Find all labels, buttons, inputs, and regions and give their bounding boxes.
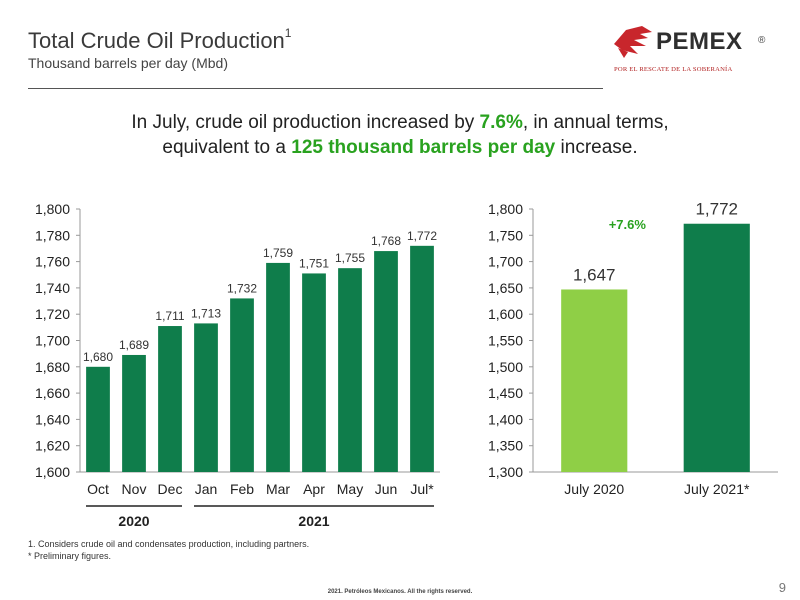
footnote-1: 1. Considers crude oil and condensates p… xyxy=(28,539,310,549)
x-tick-label: Mar xyxy=(266,481,290,497)
headline-line-1: In July, crude oil production increased … xyxy=(0,110,800,135)
registered-mark: ® xyxy=(758,35,766,46)
headline-highlight-percent: 7.6% xyxy=(479,112,523,133)
y-tick-label: 1,650 xyxy=(488,280,523,296)
data-label: 1,751 xyxy=(299,256,329,270)
y-tick-label: 1,400 xyxy=(488,411,523,427)
y-tick-label: 1,760 xyxy=(35,254,70,270)
headline-text: equivalent to a xyxy=(162,137,292,158)
slide-title-text: Total Crude Oil Production xyxy=(28,28,285,53)
x-tick-label: Apr xyxy=(303,481,325,497)
y-tick-label: 1,600 xyxy=(35,464,70,480)
monthly-production-chart: 1,600 1,620 1,640 1,660 1,680 1,700 1,720 1,740… xyxy=(35,201,440,529)
footnote-preliminary: * Preliminary figures. xyxy=(28,551,112,561)
growth-annotation: +7.6% xyxy=(609,217,647,232)
data-label: 1,711 xyxy=(155,309,184,323)
y-tick-label: 1,500 xyxy=(488,359,523,375)
y-tick-label: 1,620 xyxy=(35,438,70,454)
data-label: 1,772 xyxy=(695,200,738,219)
data-label: 1,755 xyxy=(335,251,365,265)
data-label: 1,732 xyxy=(227,281,257,295)
y-tick-label: 1,660 xyxy=(35,385,70,401)
bar-dec xyxy=(158,326,182,472)
headline: In July, crude oil production increased … xyxy=(0,110,800,160)
page-number: 9 xyxy=(778,580,786,595)
bar-feb xyxy=(230,298,254,472)
y-tick-label: 1,350 xyxy=(488,438,523,454)
pemex-tagline: POR EL RESCATE DE LA SOBERANÍA xyxy=(614,66,733,73)
pemex-logo: PEMEX ® POR EL RESCATE DE LA SOBERANÍA xyxy=(612,20,777,80)
bar-jul- xyxy=(410,245,434,472)
title-divider xyxy=(28,88,603,89)
data-label: 1,713 xyxy=(191,306,221,320)
headline-highlight-volume: 125 thousand barrels per day xyxy=(291,137,556,158)
x-tick-label: Oct xyxy=(87,481,109,497)
headline-text: , in annual terms, xyxy=(522,112,669,133)
x-tick-label: Jun xyxy=(375,481,398,497)
footnotes: 1. Considers crude oil and condensates p… xyxy=(28,538,309,562)
y-tick-label: 1,750 xyxy=(488,227,523,243)
bar-apr xyxy=(302,273,326,472)
data-label: 1,768 xyxy=(371,234,401,248)
slide-title: Total Crude Oil Production1 xyxy=(28,26,292,54)
data-label: 1,689 xyxy=(119,338,149,352)
pemex-wordmark: PEMEX xyxy=(656,28,743,55)
annual-comparison-chart: 1,300 1,350 1,400 1,450 1,500 1,550 1,600 1,650… xyxy=(488,200,778,497)
x-tick-label: July 2021* xyxy=(684,481,750,497)
bar-jan xyxy=(194,323,218,472)
bar-jun xyxy=(374,251,398,472)
y-tick-label: 1,700 xyxy=(488,254,523,270)
y-tick-label: 1,800 xyxy=(488,201,523,217)
bar-oct xyxy=(86,366,110,472)
y-tick-label: 1,550 xyxy=(488,333,523,349)
y-tick-label: 1,450 xyxy=(488,385,523,401)
x-tick-label: Jul* xyxy=(410,481,434,497)
data-label: 1,647 xyxy=(573,265,616,284)
x-tick-label: July 2020 xyxy=(564,481,624,497)
y-tick-label: 1,700 xyxy=(35,333,70,349)
data-label: 1,759 xyxy=(263,246,293,260)
year-group-label: 2021 xyxy=(298,513,329,529)
title-footnote-mark: 1 xyxy=(284,26,292,40)
y-tick-label: 1,600 xyxy=(488,306,523,322)
x-tick-label: Dec xyxy=(158,481,183,497)
x-tick-label: Jan xyxy=(195,481,218,497)
copyright: 2021. Petróleos Mexicanos. All the right… xyxy=(327,589,473,595)
bar-may xyxy=(338,268,362,472)
data-label: 1,680 xyxy=(83,350,113,364)
y-tick-label: 1,780 xyxy=(35,227,70,243)
y-tick-label: 1,640 xyxy=(35,411,70,427)
headline-text: In July, crude oil production increased … xyxy=(131,112,480,133)
y-tick-label: 1,800 xyxy=(35,201,70,217)
headline-text: increase. xyxy=(555,137,638,158)
bar-july-2020 xyxy=(561,289,628,472)
headline-line-2: equivalent to a 125 thousand barrels per… xyxy=(0,135,800,160)
x-tick-label: May xyxy=(337,481,363,497)
year-group-label: 2020 xyxy=(118,513,149,529)
bar-nov xyxy=(122,354,146,472)
slide-subtitle: Thousand barrels per day (Mbd) xyxy=(28,55,228,71)
bar-mar xyxy=(266,262,290,472)
y-tick-label: 1,680 xyxy=(35,359,70,375)
y-tick-label: 1,300 xyxy=(488,464,523,480)
x-tick-label: Nov xyxy=(122,481,147,497)
x-tick-label: Feb xyxy=(230,481,254,497)
bar-july-2021- xyxy=(683,223,750,472)
y-tick-label: 1,740 xyxy=(35,280,70,296)
pemex-eagle-icon xyxy=(614,26,652,58)
data-label: 1,772 xyxy=(407,229,437,243)
y-tick-label: 1,720 xyxy=(35,306,70,322)
